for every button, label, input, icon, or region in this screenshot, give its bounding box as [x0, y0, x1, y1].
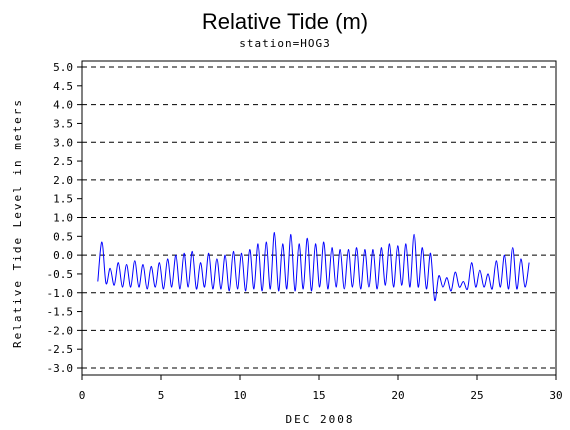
tide-series-line — [97, 231, 530, 301]
y-tick-label: 2.5 — [53, 155, 73, 168]
chart-title: Relative Tide (m) — [202, 9, 368, 34]
y-tick-label: 4.5 — [53, 80, 73, 93]
y-tick-label: -0.5 — [47, 268, 74, 281]
plot-frame — [81, 60, 557, 376]
chart-subtitle: station=HOG3 — [239, 37, 330, 50]
y-tick-label: 1.0 — [53, 212, 73, 225]
y-tick-label: 3.5 — [53, 117, 73, 130]
y-tick-label: -2.5 — [47, 343, 74, 356]
y-tick-label: 5.0 — [53, 61, 73, 74]
x-tick-label: 10 — [233, 389, 246, 402]
x-tick-label: 25 — [470, 389, 483, 402]
y-tick-label: 4.0 — [53, 99, 73, 112]
y-tick-label: -3.0 — [47, 362, 74, 375]
y-axis-label: Relative Tide Level in meters — [11, 98, 24, 348]
x-tick-label: 15 — [312, 389, 325, 402]
y-tick-label: -1.0 — [47, 287, 74, 300]
y-tick-label: -1.5 — [47, 306, 74, 319]
y-tick-label: 0.5 — [53, 230, 73, 243]
x-tick-label: 0 — [79, 389, 86, 402]
x-tick-label: 20 — [391, 389, 404, 402]
y-tick-label: 1.5 — [53, 193, 73, 206]
y-axis-ticks: -3.0 -2.5 -2.0 -1.5 -1.0 -0.5 0.0 0.5 1.0 1.5 2.0 2… — [47, 61, 82, 375]
y-tick-label: 0.0 — [53, 249, 73, 262]
gridlines — [82, 66, 556, 369]
x-axis-label: DEC 2008 — [286, 413, 355, 426]
x-axis-ticks: 0 5 10 15 20 25 30 — [79, 375, 563, 402]
y-tick-label: 3.0 — [53, 136, 73, 149]
x-tick-label: 30 — [549, 389, 562, 402]
y-tick-label: -2.0 — [47, 324, 74, 337]
x-tick-label: 5 — [158, 389, 165, 402]
y-tick-label: 2.0 — [53, 174, 73, 187]
